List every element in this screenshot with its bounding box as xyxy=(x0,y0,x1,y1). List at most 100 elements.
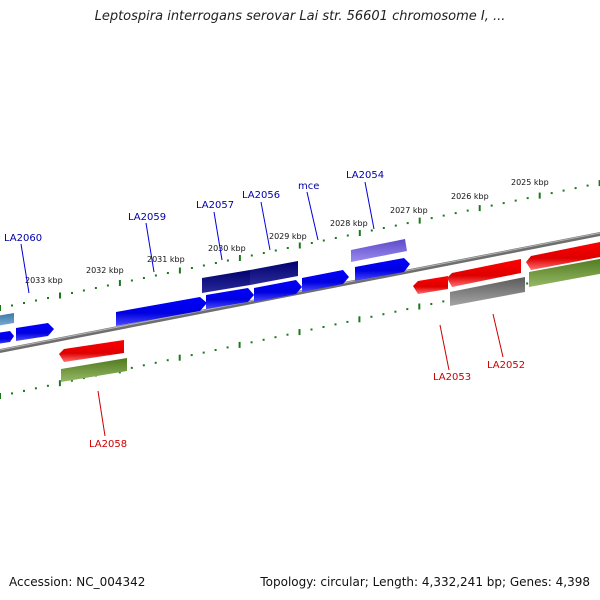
scale-tick-minor xyxy=(202,351,205,354)
scale-tick-minor xyxy=(23,389,25,392)
gene-arrow-blue[interactable] xyxy=(0,331,14,345)
scale-tick-minor xyxy=(562,189,565,192)
scale-label: 2031 kbp xyxy=(147,255,185,264)
scale-tick-minor xyxy=(334,237,337,239)
gene-label-mce[interactable]: mce xyxy=(298,181,319,192)
scale-tick-minor xyxy=(454,212,457,215)
gene-label-la2056[interactable]: LA2056 xyxy=(242,190,280,201)
scale-tick-minor xyxy=(430,303,433,305)
chromosome-backbone xyxy=(0,231,600,354)
gene-label-la2057[interactable]: LA2057 xyxy=(196,200,234,211)
scale-tick-major xyxy=(478,205,481,212)
scale-tick-minor xyxy=(23,302,25,304)
scale-label: 2029 kbp xyxy=(269,232,307,241)
scale-track-upper xyxy=(0,180,600,311)
gene-label-la2052[interactable]: LA2052 xyxy=(487,360,525,371)
scale-tick-minor xyxy=(250,341,253,344)
leader-line xyxy=(492,313,504,358)
gene-arrow-la2052[interactable] xyxy=(450,277,525,306)
scale-tick-minor xyxy=(442,214,445,217)
gene-arrow-olive-b[interactable] xyxy=(529,258,600,287)
scale-tick-minor xyxy=(322,239,325,242)
scale-tick-minor xyxy=(346,320,349,323)
gene-arrow-la2053[interactable] xyxy=(413,276,448,294)
gene-arrow-mce[interactable] xyxy=(302,270,349,292)
scale-tick-minor xyxy=(11,392,13,395)
scale-tick-minor xyxy=(286,333,289,336)
leader-line xyxy=(439,324,450,371)
gene-arrow-red-d[interactable] xyxy=(59,340,124,362)
scale-tick-minor xyxy=(430,217,433,220)
scale-tick-major xyxy=(238,255,241,261)
gene-label-la2060[interactable]: LA2060 xyxy=(4,233,42,244)
scale-tick-minor xyxy=(514,199,517,202)
scale-tick-minor xyxy=(214,349,217,351)
scale-tick-minor xyxy=(382,227,385,229)
leader-line xyxy=(145,222,155,273)
scale-tick-minor xyxy=(130,366,133,369)
gene-label-la2053[interactable]: LA2053 xyxy=(433,372,471,383)
leader-line xyxy=(364,181,375,230)
scale-tick-minor xyxy=(334,323,337,326)
scale-tick-minor xyxy=(406,308,409,311)
scale-tick-minor xyxy=(35,299,37,302)
scale-label: 2028 kbp xyxy=(330,219,368,228)
scale-label: 2030 kbp xyxy=(208,244,246,253)
gene-arrow-blue-b[interactable] xyxy=(206,288,254,309)
scale-tick-minor xyxy=(106,284,109,287)
scale-tick-minor xyxy=(142,364,145,367)
leader-line xyxy=(97,390,106,437)
scale-tick-minor xyxy=(526,282,529,285)
scale-tick-minor xyxy=(34,387,37,390)
gene-arrow-la2060[interactable] xyxy=(16,323,54,341)
scale-label: 2025 kbp xyxy=(511,178,549,187)
scale-tick-major xyxy=(58,380,61,387)
scale-tick-minor xyxy=(310,328,313,331)
scale-tick-minor xyxy=(154,274,157,277)
gene-arrow-la2054[interactable] xyxy=(351,239,407,262)
map-title: Leptospira interrogans serovar Lai str. … xyxy=(94,9,506,24)
gene-arrow-red-b[interactable] xyxy=(447,259,521,287)
scale-tick-minor xyxy=(166,359,169,362)
scale-tick-minor xyxy=(262,252,265,254)
scale-tick-minor xyxy=(130,279,133,282)
gene-arrow-red-c[interactable] xyxy=(526,241,600,270)
scale-tick-minor xyxy=(310,242,313,244)
scale-tick-minor xyxy=(394,310,397,313)
scale-tick-major xyxy=(178,354,181,361)
gene-arrow-la2058[interactable] xyxy=(61,358,127,382)
scale-label: 2032 kbp xyxy=(86,266,124,275)
scale-tick-minor xyxy=(502,202,505,205)
scale-tick-minor xyxy=(70,379,73,382)
scale-tick-minor xyxy=(214,262,217,264)
gene-label-la2059[interactable]: LA2059 xyxy=(128,212,166,223)
scale-tick-minor xyxy=(442,300,445,303)
scale-label: 2027 kbp xyxy=(390,206,428,215)
scale-tick-major xyxy=(598,180,600,187)
gene-arrow-steel[interactable] xyxy=(0,313,14,327)
gene-label-la2058[interactable]: LA2058 xyxy=(89,439,127,450)
scale-tick-minor xyxy=(250,254,253,257)
scale-tick-minor xyxy=(370,315,373,318)
scale-tick-minor xyxy=(574,187,577,190)
scale-tick-minor xyxy=(226,259,229,262)
scale-tick-major xyxy=(0,305,1,311)
gene-label-la2054[interactable]: LA2054 xyxy=(346,170,384,181)
scale-tick-major xyxy=(358,230,361,236)
gene-arrow-la2057[interactable] xyxy=(202,270,250,293)
scale-label: 2026 kbp xyxy=(451,192,489,201)
scale-tick-major xyxy=(298,329,301,336)
gene-arrow-la2059[interactable] xyxy=(116,297,207,326)
leader-line xyxy=(260,201,271,251)
scale-tick-major xyxy=(358,316,361,323)
scale-tick-major xyxy=(118,280,121,286)
scale-tick-major xyxy=(298,242,301,249)
gene-arrow-blue-d[interactable] xyxy=(355,258,410,281)
scale-tick-minor xyxy=(166,272,169,274)
scale-tick-minor xyxy=(490,204,493,207)
scale-tick-minor xyxy=(586,184,589,187)
scale-tick-minor xyxy=(274,249,277,252)
gene-arrow-blue-c[interactable] xyxy=(254,280,302,302)
scale-tick-major xyxy=(59,292,61,299)
gene-arrow-la2056[interactable] xyxy=(250,261,298,285)
